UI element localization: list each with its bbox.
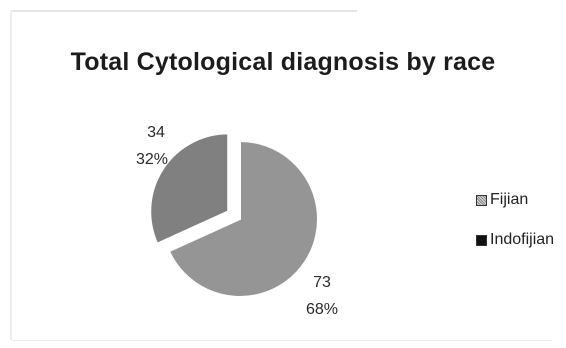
- legend: Fijian Indofijian: [476, 190, 554, 270]
- chart-title: Total Cytological diagnosis by race: [70, 48, 496, 76]
- data-label-fijian-value: 73: [313, 274, 331, 291]
- frame-bottom-border: [12, 340, 552, 341]
- frame-left-border: [10, 10, 12, 340]
- legend-swatch-fijian: [476, 194, 487, 206]
- data-label-fijian-percent: 68%: [306, 301, 338, 318]
- data-label-indofijian-value: 34: [147, 124, 165, 141]
- legend-label-fijian: Fijian: [490, 191, 529, 208]
- legend-item-fijian: Fijian: [476, 190, 554, 210]
- pie-slice-indofijian: [149, 132, 230, 245]
- legend-label-indofijian: Indofijian: [490, 231, 555, 248]
- data-label-indofijian-percent: 32%: [136, 151, 168, 168]
- pie-slice-fijian: [167, 139, 319, 298]
- frame-top-border: [12, 10, 357, 12]
- legend-item-indofijian: Indofijian: [476, 230, 554, 250]
- legend-swatch-indofijian: [476, 234, 487, 246]
